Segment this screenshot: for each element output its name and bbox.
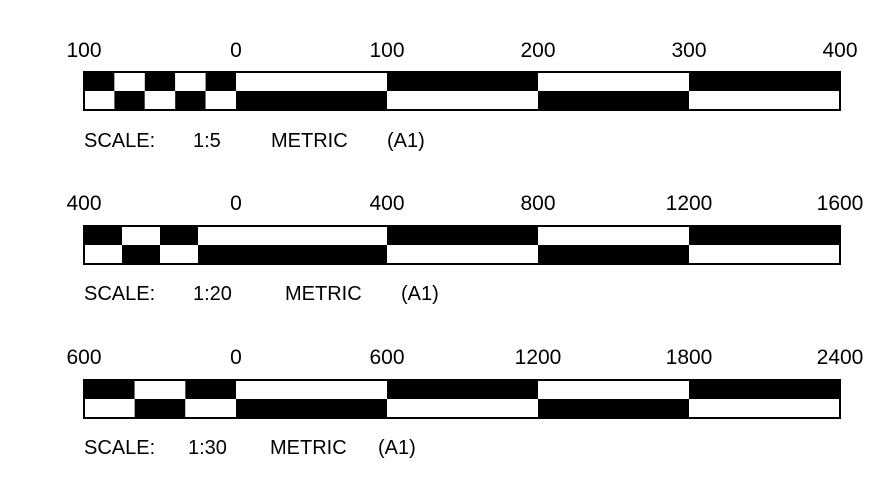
subdivision-cell-bottom	[84, 245, 122, 264]
segment-bottom	[387, 245, 538, 264]
segment-bottom	[387, 399, 538, 418]
caption-ratio: 1:30	[188, 437, 227, 459]
subdivision-cell-top	[84, 226, 122, 245]
segment-bottom	[538, 91, 689, 110]
subdivision-cell-top	[122, 226, 160, 245]
segment-bottom	[236, 399, 387, 418]
scale-bar-outline	[83, 71, 841, 111]
caption-system: METRIC	[271, 130, 348, 152]
subdivision-cell-top	[205, 72, 236, 91]
subdivision-cell-bottom	[134, 399, 186, 418]
caption-sheet: (A1)	[378, 437, 416, 459]
tick-label: 400	[66, 192, 101, 215]
segment-top	[236, 72, 387, 91]
tick-label: 200	[520, 39, 555, 62]
subdivision-cell-bottom	[144, 91, 176, 110]
tick-label: 0	[230, 192, 242, 215]
tick-label: 2400	[817, 346, 864, 369]
tick-label: 1800	[666, 346, 713, 369]
caption-sheet: (A1)	[401, 283, 439, 305]
tick-label: 400	[822, 39, 857, 62]
subdivision-cell-bottom	[122, 245, 160, 264]
segment-bottom	[538, 399, 689, 418]
segment-top	[387, 72, 538, 91]
subdivision-cell-top	[185, 380, 236, 399]
tick-label: 600	[66, 346, 101, 369]
segment-top	[538, 72, 689, 91]
subdivision-cell-top	[160, 226, 198, 245]
tick-label: 400	[369, 192, 404, 215]
segment-top	[689, 226, 840, 245]
subdivision-cell-bottom	[114, 91, 145, 110]
scale-bar-outline	[83, 225, 841, 265]
tick-label: 1200	[666, 192, 713, 215]
subdivision-cell-bottom	[84, 91, 115, 110]
segment-bottom	[236, 245, 387, 264]
segment-top	[387, 380, 538, 399]
segment-top	[689, 380, 840, 399]
scale-bar-outline	[83, 379, 841, 419]
subdivision-cell-top	[198, 226, 236, 245]
tick-label: 800	[520, 192, 555, 215]
segment-top	[689, 72, 840, 91]
tick-label: 1200	[515, 346, 562, 369]
subdivision-cell-top	[134, 380, 186, 399]
caption-ratio: 1:5	[193, 130, 221, 152]
segment-bottom	[689, 399, 840, 418]
subdivision-cell-bottom	[175, 91, 206, 110]
subdivision-cell-top	[144, 72, 176, 91]
caption-sheet: (A1)	[387, 130, 425, 152]
caption-label: SCALE:	[84, 283, 155, 305]
segment-bottom	[689, 245, 840, 264]
tick-label: 0	[230, 346, 242, 369]
segment-top	[538, 380, 689, 399]
scale-bar-3: 600 0 600 1200 1800 2400 SCALE: 1:30 METRIC (A1)	[66, 346, 863, 459]
segment-bottom	[236, 91, 387, 110]
subdivision-cell-bottom	[84, 399, 135, 418]
subdivision-cell-bottom	[205, 91, 236, 110]
caption-label: SCALE:	[84, 130, 155, 152]
caption-label: SCALE:	[84, 437, 155, 459]
subdivision-cell-bottom	[198, 245, 236, 264]
segment-bottom	[387, 91, 538, 110]
tick-label: 1600	[817, 192, 864, 215]
subdivision-cell-top	[84, 380, 135, 399]
caption-system: METRIC	[270, 437, 347, 459]
caption-system: METRIC	[285, 283, 362, 305]
segment-top	[387, 226, 538, 245]
subdivision-cell-bottom	[160, 245, 198, 264]
tick-label: 600	[369, 346, 404, 369]
segment-top	[236, 226, 387, 245]
subdivision-cell-top	[114, 72, 145, 91]
caption-ratio: 1:20	[193, 283, 232, 305]
segment-top	[538, 226, 689, 245]
scale-bar-2: 400 0 400 800 1200 1600 SCALE: 1:20 METRIC (A1)	[66, 192, 863, 305]
tick-label: 0	[230, 39, 242, 62]
segment-bottom	[689, 91, 840, 110]
subdivision-cell-top	[175, 72, 206, 91]
scale-bar-1: 100 0 100 200 300 400 SCALE: 1:5 METRIC (A1)	[66, 39, 857, 152]
segment-top	[236, 380, 387, 399]
subdivision-cell-bottom	[185, 399, 236, 418]
segment-bottom	[538, 245, 689, 264]
subdivision-cell-top	[84, 72, 115, 91]
tick-label: 100	[66, 39, 101, 62]
tick-label: 300	[671, 39, 706, 62]
tick-label: 100	[369, 39, 404, 62]
